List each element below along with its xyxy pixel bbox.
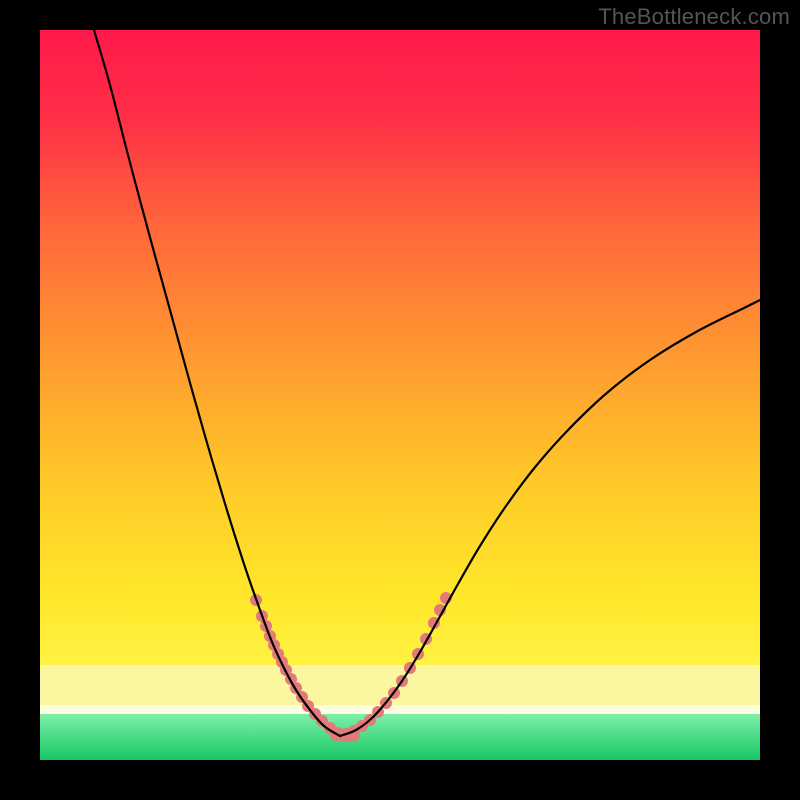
curve-right-branch (340, 300, 760, 736)
valley-dots (250, 592, 452, 742)
figure-root: TheBottleneck.com (0, 0, 800, 800)
bottleneck-curve (40, 30, 760, 760)
watermark-text: TheBottleneck.com (598, 4, 790, 30)
curve-left-branch (94, 30, 340, 736)
plot-area (40, 30, 760, 760)
